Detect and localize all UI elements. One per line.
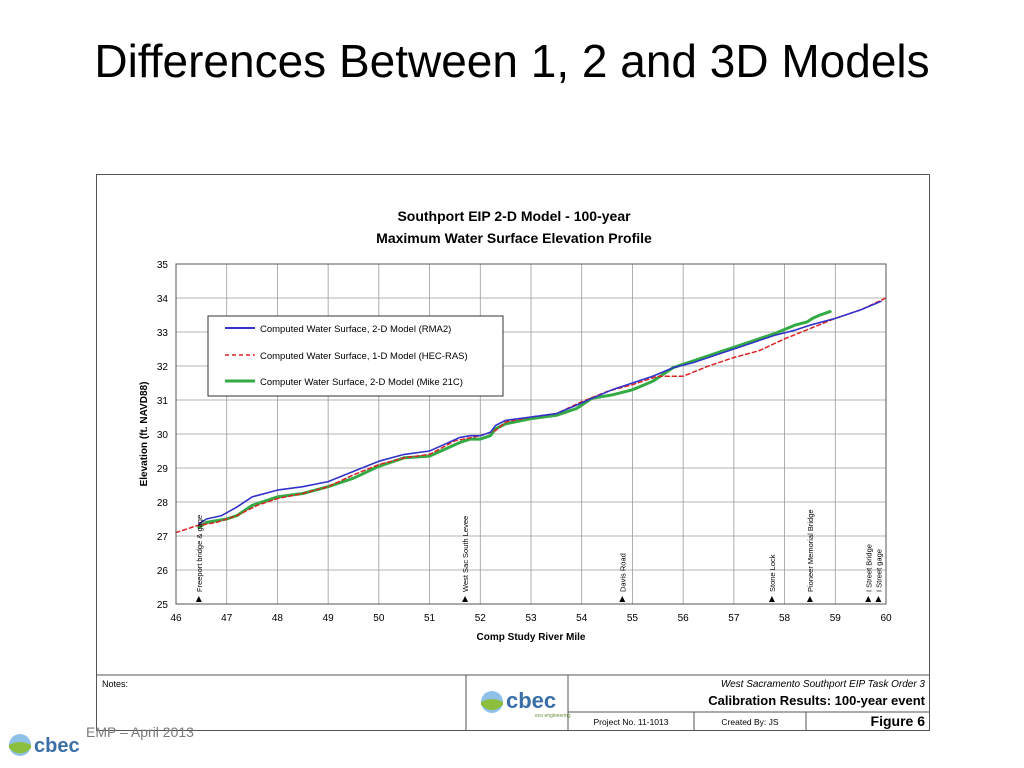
marker-triangle-icon — [619, 596, 626, 602]
chart-title: Southport EIP 2-D Model - 100-year — [397, 208, 631, 224]
x-tick-label: 52 — [475, 613, 487, 624]
marker-label: Pioneer Memorial Bridge — [806, 509, 815, 592]
marker-triangle-icon — [806, 596, 813, 602]
project-number: Project No. 11-1013 — [594, 717, 669, 727]
legend-label-mike21c: Computer Water Surface, 2-D Model (Mike … — [260, 377, 463, 388]
marker-label: Davis Road — [618, 553, 627, 592]
x-tick-label: 56 — [678, 613, 690, 624]
y-tick-label: 29 — [157, 464, 169, 475]
brand-wordmark: cbec — [34, 735, 80, 757]
marker-triangle-icon — [865, 596, 872, 602]
brand-wave-icon — [9, 742, 31, 754]
legend-box — [207, 315, 504, 397]
slide-title: Differences Between 1, 2 and 3D Models — [94, 35, 930, 87]
marker-label: Stone Lock — [768, 554, 777, 592]
x-tick-label: 60 — [880, 613, 892, 624]
y-tick-label: 25 — [157, 600, 169, 611]
x-tick-label: 49 — [323, 613, 335, 624]
series-lines — [175, 297, 887, 534]
legend: Computed Water Surface, 2-D Model (RMA2)… — [207, 315, 504, 397]
y-tick-label: 32 — [157, 362, 169, 373]
logo-tagline: eco engineering — [535, 713, 571, 719]
x-tick-label: 58 — [779, 613, 791, 624]
x-tick-label: 51 — [424, 613, 436, 624]
figure-label: Figure 6 — [871, 713, 926, 729]
x-tick-label: 50 — [373, 613, 385, 624]
x-tick-label: 59 — [830, 613, 842, 624]
x-axis-label: Comp Study River Mile — [477, 632, 586, 643]
legend-label-hecras: Computed Water Surface, 1-D Model (HEC-R… — [260, 351, 468, 362]
project-name: West Sacramento Southport EIP Task Order… — [721, 679, 926, 690]
x-tick-label: 53 — [525, 613, 537, 624]
y-axis-label: Elevation (ft. NAVD88) — [139, 382, 150, 487]
x-tick-label: 57 — [728, 613, 740, 624]
logo-wordmark: cbec — [506, 688, 556, 713]
x-tick-label: 48 — [272, 613, 284, 624]
marker-label: I Street Bridge — [864, 544, 873, 592]
y-tick-label: 35 — [157, 260, 169, 271]
title-block: Notes: cbec eco engineering West Sacrame… — [97, 674, 929, 730]
legend-label-rma2: Computed Water Surface, 2-D Model (RMA2) — [260, 324, 451, 335]
y-tick-label: 33 — [157, 328, 169, 339]
chart-figure: Southport EIP 2-D Model - 100-year Maxim… — [96, 174, 930, 731]
cbec-logo: cbec eco engineering — [481, 688, 571, 719]
grid-lines — [175, 263, 887, 605]
marker-label: Freeport bridge & gage — [195, 515, 204, 592]
created-by: Created By: JS — [721, 717, 778, 727]
marker-triangle-icon — [462, 596, 469, 602]
slide-footer-text: EMP – April 2013 — [86, 724, 194, 740]
marker-triangle-icon — [768, 596, 775, 602]
y-tick-label: 27 — [157, 532, 169, 543]
y-tick-label: 26 — [157, 566, 169, 577]
notes-label: Notes: — [102, 679, 128, 689]
plot-frame — [175, 263, 887, 605]
chart-svg: Southport EIP 2-D Model - 100-year Maxim… — [97, 208, 929, 730]
chart-subtitle: Maximum Water Surface Elevation Profile — [376, 230, 652, 246]
location-markers: Freeport bridge & gage West Sac South Lev… — [195, 509, 883, 602]
x-tick-label: 54 — [576, 613, 588, 624]
marker-label: I Street gage — [874, 549, 883, 592]
y-tick-label: 28 — [157, 498, 169, 509]
marker-triangle-icon — [875, 596, 882, 602]
y-tick-label: 30 — [157, 430, 169, 441]
sheet-title: Calibration Results: 100-year event — [708, 693, 925, 708]
x-tick-label: 55 — [627, 613, 639, 624]
brand-logo: cbec — [9, 734, 80, 757]
x-tick-label: 47 — [221, 613, 233, 624]
axis-ticks: 46 47 48 49 50 51 52 53 54 55 56 57 58 59 60 25 26 27 28 29… — [157, 260, 892, 624]
series-line-hecras — [175, 297, 887, 534]
logo-wave-icon — [481, 699, 503, 710]
y-tick-label: 31 — [157, 396, 169, 407]
y-tick-label: 34 — [157, 294, 169, 305]
marker-triangle-icon — [195, 596, 202, 602]
marker-label: West Sac South Levee — [461, 516, 470, 592]
series-line-rma2 — [198, 300, 882, 525]
x-tick-label: 46 — [170, 613, 182, 624]
